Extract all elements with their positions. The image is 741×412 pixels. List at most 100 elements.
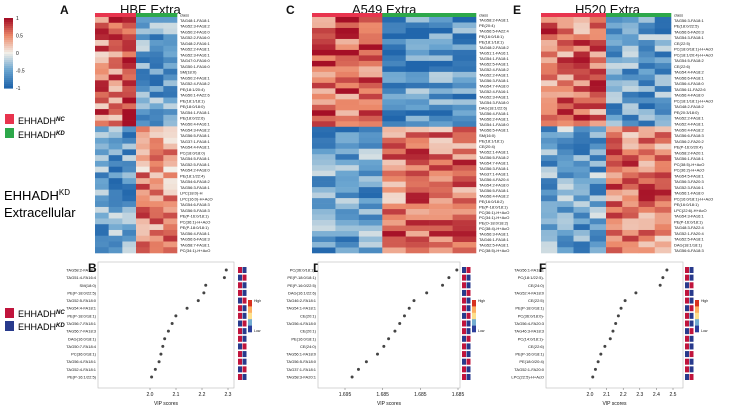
heatmap-cell bbox=[95, 103, 109, 110]
vip-side-cell-nc bbox=[238, 297, 242, 304]
heatmap-cell bbox=[452, 110, 477, 117]
kd-swatch-lower bbox=[5, 321, 14, 331]
heatmap-cell bbox=[122, 57, 137, 64]
heatmap-cell bbox=[573, 137, 591, 144]
vip-legend-step bbox=[472, 306, 476, 309]
heatmap-cell bbox=[452, 27, 477, 34]
feature-label: PE(18:0/20:4) bbox=[519, 359, 544, 364]
heatmap-cell bbox=[163, 178, 178, 185]
heatmap-cell bbox=[541, 201, 558, 208]
heatmap-cell bbox=[335, 181, 360, 188]
row-label: TAG51:1-FA16:1 bbox=[479, 51, 509, 56]
heatmap-cell bbox=[358, 55, 383, 62]
vip-legend-step bbox=[695, 327, 699, 330]
vip-side-cell-kd bbox=[466, 297, 471, 304]
heatmap-cell bbox=[573, 97, 591, 104]
vip-legend-step bbox=[248, 308, 252, 310]
heatmap-cell bbox=[163, 201, 178, 208]
nc-swatch-lower bbox=[5, 308, 14, 318]
class-bar-cell bbox=[622, 13, 639, 17]
heatmap-cell bbox=[95, 51, 109, 58]
heatmap-cell bbox=[358, 82, 383, 89]
heatmap-cell bbox=[606, 63, 623, 70]
x-tick-label: 2.0 bbox=[587, 392, 594, 398]
vip-legend-step bbox=[472, 312, 476, 315]
heatmap-cell bbox=[452, 137, 477, 144]
heatmap-cell bbox=[573, 235, 591, 242]
vip-side-cell-kd bbox=[242, 274, 247, 281]
heatmap-cell bbox=[589, 212, 607, 219]
vip-legend-step bbox=[695, 325, 699, 328]
heatmap-cell bbox=[382, 104, 407, 111]
heatmap-cell bbox=[622, 22, 639, 29]
heatmap-cell bbox=[149, 183, 164, 190]
class-bar-cell bbox=[606, 13, 623, 17]
heatmap-cell bbox=[638, 40, 656, 47]
heatmap-cell bbox=[557, 22, 574, 29]
heatmap-cell bbox=[606, 86, 623, 93]
extracellular-title-line2: Extracellular bbox=[4, 205, 76, 220]
heatmap-cell bbox=[654, 224, 672, 231]
heatmap-cell bbox=[638, 57, 656, 64]
row-label: PC(36:1)-H+AcO bbox=[479, 210, 509, 215]
heatmap-cell bbox=[335, 82, 360, 89]
heatmap-cell bbox=[405, 27, 430, 34]
heatmap-cell bbox=[541, 126, 558, 133]
heatmap-cell bbox=[452, 181, 477, 188]
heatmap-cell bbox=[557, 28, 574, 35]
row-label: TAG56:3-FA18:1 bbox=[479, 232, 509, 237]
heatmap-cell bbox=[312, 159, 336, 166]
row-label: TAG52:3-FA16:1 bbox=[180, 52, 210, 57]
heatmap-cell bbox=[541, 28, 558, 35]
vip-side-cell-kd bbox=[466, 312, 471, 319]
colorbar-step bbox=[4, 30, 13, 33]
heatmap-cell bbox=[358, 110, 383, 117]
heatmap-cell bbox=[358, 71, 383, 78]
vip-side-cell-kd bbox=[242, 305, 247, 312]
row-label: TAG52:5-FA18:1 bbox=[180, 162, 210, 167]
heatmap-cell bbox=[541, 45, 558, 52]
heatmap-cell bbox=[541, 212, 558, 219]
heatmap-cell bbox=[122, 155, 137, 162]
row-label: TAG54:4-FA18:2 bbox=[674, 70, 704, 75]
feature-label: CE(20:1) bbox=[300, 313, 317, 318]
row-label: PC(34:1)-H+AcO bbox=[479, 215, 509, 220]
heatmap-cell bbox=[638, 68, 656, 75]
heatmap-cell bbox=[108, 160, 123, 167]
heatmap-cell bbox=[405, 247, 430, 254]
heatmap-cell bbox=[149, 137, 164, 144]
heatmap-cell bbox=[557, 17, 574, 24]
heatmap-cell bbox=[358, 198, 383, 204]
heatmap-cell bbox=[573, 51, 591, 58]
heatmap-cell bbox=[557, 149, 574, 156]
row-label: TAG48:2-FA16:1 bbox=[180, 41, 210, 46]
heatmap-cell bbox=[452, 203, 477, 210]
heatmap-cell bbox=[136, 28, 150, 35]
row-label: TAG52:3-FA18:2 bbox=[180, 24, 210, 29]
vip-legend-step bbox=[695, 330, 699, 333]
heatmap-cell bbox=[452, 209, 477, 215]
vip-point bbox=[364, 360, 368, 364]
heatmap-cell bbox=[541, 68, 558, 75]
heatmap-cell bbox=[638, 17, 656, 24]
colorbar-step bbox=[4, 34, 13, 37]
heatmap-cell bbox=[312, 209, 336, 215]
row-label: TAG56:1-FA18:0 bbox=[674, 191, 704, 196]
heatmap-cell bbox=[557, 241, 574, 248]
row-label: TAG52:4-FA18:2 bbox=[180, 81, 210, 86]
colorbar-step bbox=[4, 48, 13, 51]
row-label: PE(P-18:0/18:1) bbox=[180, 225, 209, 230]
row-label: PE(P-16:0/18:1) bbox=[674, 219, 703, 224]
heatmap-cell bbox=[405, 198, 430, 204]
class-bar-cell bbox=[163, 13, 178, 17]
heatmap-cell bbox=[557, 212, 574, 219]
nc-label-lower: EHHADH bbox=[18, 309, 56, 319]
heatmap-cell bbox=[452, 132, 477, 139]
heatmap-cell bbox=[573, 201, 591, 208]
heatmap-cell bbox=[136, 149, 150, 156]
heatmap-cell bbox=[429, 214, 453, 221]
heatmap-cell bbox=[622, 97, 639, 104]
heatmap-cell bbox=[573, 103, 591, 110]
vip-side-cell-kd bbox=[466, 328, 471, 335]
vip-point bbox=[166, 329, 170, 333]
